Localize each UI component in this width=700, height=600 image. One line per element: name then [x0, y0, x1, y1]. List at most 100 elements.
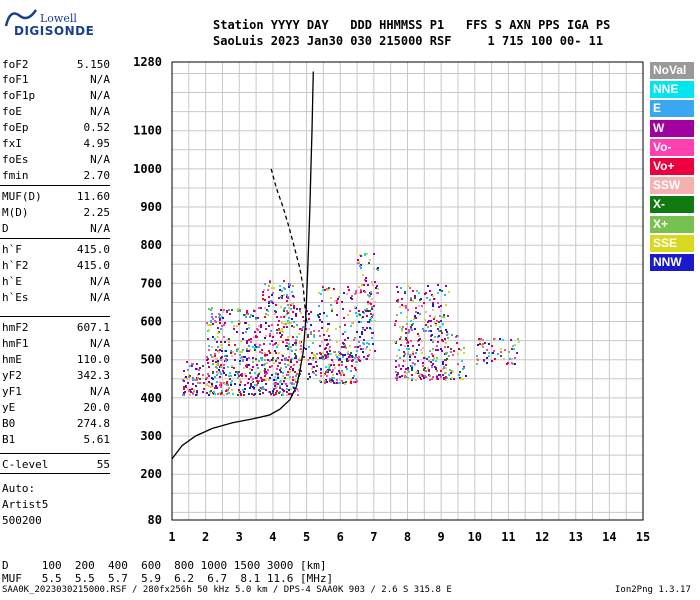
echo-point — [293, 387, 295, 389]
autoscaling-info: Auto: Artist5 500200 — [2, 481, 48, 529]
echo-point — [257, 367, 259, 369]
echo-point — [483, 359, 485, 361]
echo-point — [275, 373, 277, 375]
echo-point — [290, 388, 292, 390]
echo-point — [231, 355, 233, 357]
echo-point — [441, 290, 443, 292]
echo-point — [259, 371, 261, 373]
x-tick-label: 3 — [236, 530, 243, 544]
echo-point — [482, 343, 484, 345]
echo-point — [326, 339, 328, 341]
echo-point — [408, 329, 410, 331]
echo-point — [432, 305, 434, 307]
echo-point — [250, 314, 252, 316]
echo-point — [230, 352, 232, 354]
echo-point — [440, 330, 442, 332]
echo-point — [234, 374, 236, 376]
echo-point — [406, 316, 408, 318]
echo-point — [269, 333, 271, 335]
x-tick-label: 10 — [468, 530, 482, 544]
echo-point — [199, 367, 201, 369]
echo-point — [290, 366, 292, 368]
echo-point — [208, 394, 210, 396]
echo-point — [422, 375, 424, 377]
echo-point — [398, 349, 400, 351]
echo-point — [350, 352, 352, 354]
echo-point — [427, 285, 429, 287]
echo-point — [438, 306, 440, 308]
echo-point — [261, 364, 263, 366]
echo-point — [321, 321, 323, 323]
echo-point — [253, 387, 255, 389]
echo-point — [272, 390, 274, 392]
echo-point — [246, 310, 248, 312]
echo-point — [332, 374, 334, 376]
echo-point — [223, 367, 225, 369]
echo-point — [450, 351, 452, 353]
echo-point — [224, 322, 226, 324]
echo-point — [269, 281, 271, 283]
x-tick-label: 1 — [168, 530, 175, 544]
echo-point — [264, 299, 266, 301]
echo-point — [396, 286, 398, 288]
echo-point — [249, 372, 251, 374]
echo-point — [326, 370, 328, 372]
echo-point — [280, 306, 282, 308]
echo-point — [410, 299, 412, 301]
echo-point — [239, 354, 241, 356]
echo-point — [252, 346, 254, 348]
echo-point — [514, 363, 516, 365]
echo-point — [318, 292, 320, 294]
echo-point — [243, 314, 245, 316]
echo-point — [250, 338, 252, 340]
echo-point — [266, 354, 268, 356]
echo-point — [465, 375, 467, 377]
echo-point — [446, 334, 448, 336]
echo-point — [191, 363, 193, 365]
param-name: C-level — [2, 458, 49, 471]
echo-point — [265, 328, 267, 330]
echo-point — [292, 295, 294, 297]
echo-point — [404, 375, 406, 377]
echo-point — [308, 373, 310, 375]
echo-point — [262, 386, 264, 388]
echo-point — [435, 360, 437, 362]
echo-point — [349, 359, 351, 361]
echo-point — [398, 365, 400, 367]
echo-point — [264, 354, 266, 356]
echo-point — [262, 298, 264, 300]
echo-point — [241, 375, 243, 377]
echo-point — [342, 354, 344, 356]
echo-point — [263, 364, 265, 366]
echo-point — [287, 371, 289, 373]
echo-point — [399, 357, 401, 359]
echo-point — [228, 387, 230, 389]
echo-point — [254, 393, 256, 395]
legend-item-x-: X+ — [650, 215, 694, 233]
echo-point — [269, 366, 271, 368]
echo-point — [315, 361, 317, 363]
echo-point — [197, 377, 199, 379]
echo-point — [324, 339, 326, 341]
echo-point — [294, 379, 296, 381]
echo-point — [442, 340, 444, 342]
echo-point — [282, 372, 284, 374]
echo-point — [333, 382, 335, 384]
echo-point — [245, 331, 247, 333]
echo-point — [197, 382, 199, 384]
echo-point — [319, 380, 321, 382]
echo-point — [206, 356, 208, 358]
echo-point — [226, 339, 228, 341]
echo-point — [425, 324, 427, 326]
echo-point — [414, 297, 416, 299]
echo-point — [336, 300, 338, 302]
echo-point — [334, 300, 336, 302]
echo-point — [264, 359, 266, 361]
echo-point — [405, 368, 407, 370]
echo-point — [265, 379, 267, 381]
echo-point — [280, 371, 282, 373]
legend-item-ssw: SSW — [650, 177, 694, 195]
echo-point — [268, 305, 270, 307]
echo-point — [510, 339, 512, 341]
echo-point — [274, 310, 276, 312]
